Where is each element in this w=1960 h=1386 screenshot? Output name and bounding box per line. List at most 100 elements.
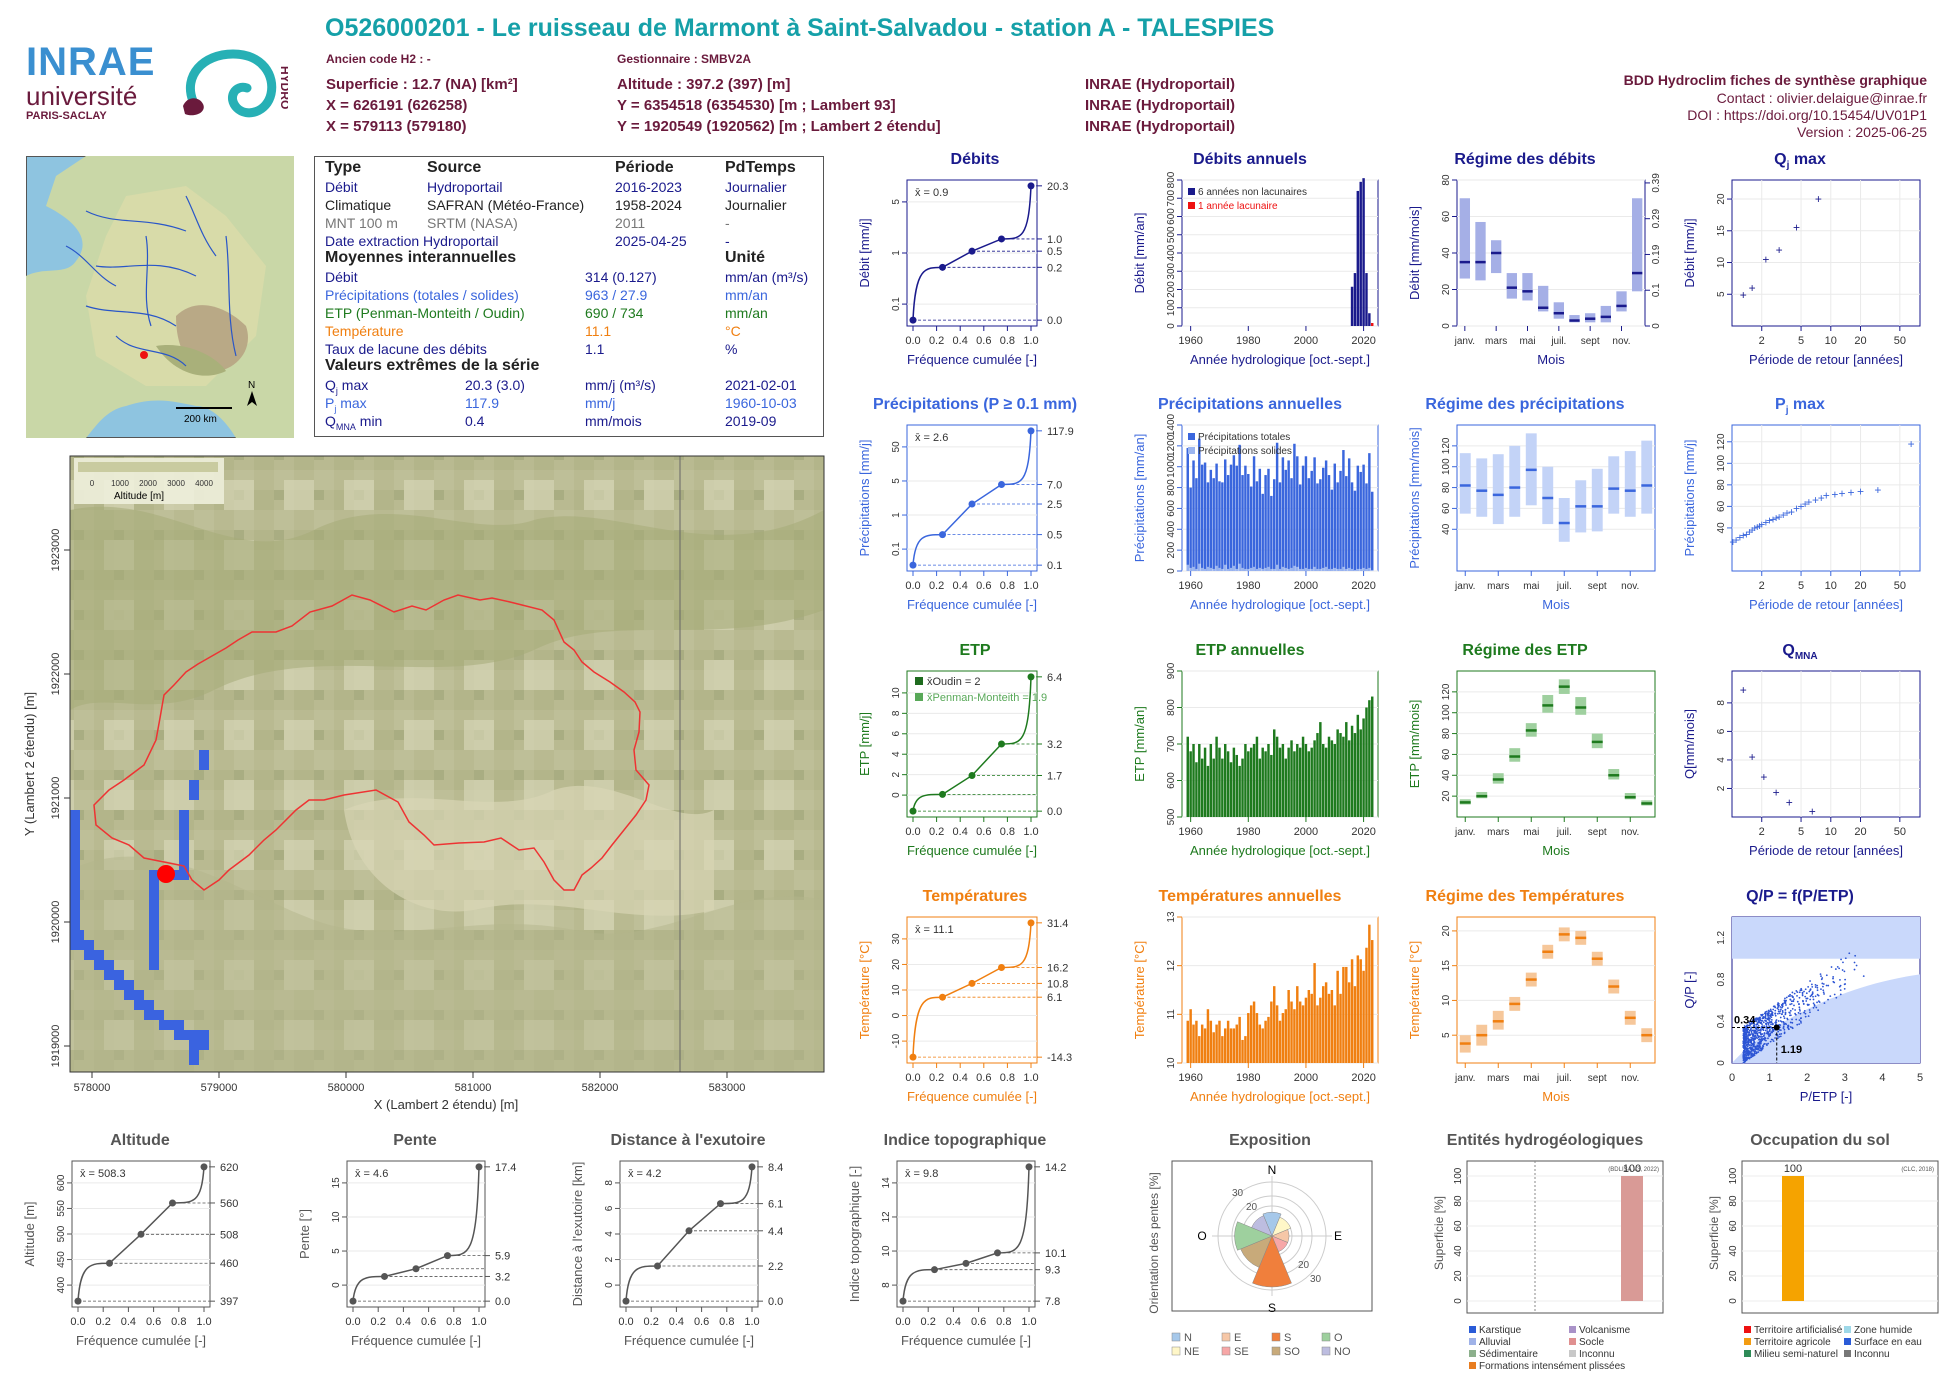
y-tick-label: 80: [1716, 479, 1727, 491]
data-point: [1779, 1008, 1782, 1011]
data-point: [1776, 1037, 1779, 1040]
data-point: [1753, 1020, 1755, 1022]
chart-precip_annuelles: Précipitations annuelles Année hydrologiq…: [1132, 396, 1379, 612]
data-point: [1823, 993, 1825, 995]
table-cell: 2011: [615, 215, 646, 231]
plot-frame: [1731, 179, 1921, 327]
y-tick-label: 200: [1166, 281, 1177, 298]
mean-label: x̄ = 9.8: [905, 1168, 938, 1180]
bar: [1345, 966, 1348, 1063]
data-point: [1791, 1027, 1794, 1030]
bar: [1307, 751, 1311, 817]
bar: [1241, 758, 1244, 817]
bar: [1255, 1013, 1259, 1063]
data-point: [1833, 981, 1836, 984]
chart-temp: Températures Fréquence cumulée [-] Tempéra…: [857, 888, 1072, 1104]
right-tick-label: 0.1: [1651, 283, 1662, 297]
x-tick-label: 0.4: [946, 1316, 961, 1328]
x-axis-label: Période de retour [années]: [1749, 352, 1903, 367]
data-point: [1783, 1017, 1786, 1020]
x-tick-label: 2: [1804, 1072, 1810, 1084]
bar: [1293, 443, 1296, 571]
month-box: [1569, 315, 1580, 323]
data-point: +: [1823, 489, 1830, 503]
x-tick-label: 5: [1798, 580, 1804, 592]
chart-altitude: Altitude Fréquence cumulée [-] Altitude [m…: [22, 1132, 238, 1348]
data-point: +: [1749, 523, 1756, 537]
data-point: [1752, 1038, 1755, 1041]
data-point: [1791, 1018, 1793, 1021]
y-tick-label: 0: [1728, 1298, 1739, 1304]
rose-slice: [1271, 1216, 1292, 1237]
data-point: [1794, 1009, 1797, 1011]
quantile-label: 0.5: [1047, 246, 1062, 258]
x-tick-label: 2020: [1351, 580, 1375, 592]
data-point: [1766, 1018, 1769, 1021]
data-point: [1790, 1002, 1793, 1005]
x-tick-label: 10: [1825, 335, 1837, 347]
x-axis-label: Mois: [1542, 597, 1570, 612]
y-tick-label: 15: [1441, 960, 1452, 972]
chart-pj_max: Pj max Période de retour [années] Précipit…: [1682, 396, 1921, 612]
y-axis-label: Température [°C]: [1407, 941, 1422, 1039]
month-box: [1509, 748, 1521, 762]
moy-title: Moyennes interannuelles: [325, 249, 517, 266]
bar: [1249, 486, 1253, 571]
bar: [1362, 464, 1365, 571]
y-tick-label: 400: [1166, 521, 1177, 538]
contact: Contact : olivier.delaigue@inrae.fr: [1716, 90, 1927, 106]
data-point: [1748, 1038, 1751, 1041]
x-tick-label: 0.6: [421, 1316, 436, 1328]
data-point: [1750, 1039, 1753, 1041]
right-tick-label: 0.29: [1651, 209, 1662, 229]
data-point: [1794, 1013, 1797, 1016]
y-tick-label: 8: [891, 710, 902, 716]
moy-cell: Température: [325, 323, 404, 339]
y-tick-label: 0: [1453, 1298, 1464, 1304]
y-tick-label: 2: [1716, 785, 1727, 791]
bar: [1273, 729, 1276, 817]
x-tick-label: mars: [1487, 581, 1509, 592]
chart-etp_annuelles: ETP annuelles Année hydrologique [oct.-se…: [1132, 642, 1379, 858]
data-point: [1789, 998, 1792, 1001]
data-point: [1753, 1042, 1755, 1044]
bar-snow: [1275, 564, 1279, 571]
chart-title: ETP: [959, 642, 990, 659]
y-tick-label: 40: [1441, 769, 1452, 781]
bar: [1356, 190, 1360, 326]
y-tick-label: 10: [891, 687, 902, 699]
legend-label: E: [1234, 1332, 1241, 1344]
data-point: [1779, 1035, 1782, 1038]
data-point: [1751, 1055, 1754, 1058]
y-tick-label: 800: [1166, 479, 1177, 496]
doi: DOI : https://doi.org/10.15454/UV01P1: [1687, 107, 1927, 123]
data-point: +: [1874, 483, 1881, 497]
data-point: [1798, 1023, 1801, 1026]
x-tick-label: 0.6: [976, 335, 991, 347]
bar-snow: [1218, 567, 1221, 571]
x-axis-label: Mois: [1542, 843, 1570, 858]
ext-label: Pj max: [325, 395, 367, 414]
mean-label: x̄ = 4.6: [355, 1168, 388, 1180]
bar: [1330, 990, 1334, 1063]
x-tick-label: 0.6: [971, 1316, 986, 1328]
data-point: +: [1857, 484, 1864, 498]
bar: [1281, 1013, 1285, 1063]
month-box: [1631, 198, 1643, 292]
axis-tick-label: 582000: [582, 1082, 619, 1094]
data-point: [1811, 985, 1814, 988]
data-point: [1745, 1031, 1748, 1034]
bar: [1359, 729, 1362, 817]
quantile-label: 9.3: [1045, 1265, 1060, 1277]
plot-frame: [1456, 670, 1656, 818]
x-tick-label: 20: [1854, 580, 1866, 592]
bar: [1333, 744, 1336, 817]
legend-label: N: [1184, 1332, 1192, 1344]
bar: [1339, 470, 1342, 571]
data-point: +: [1749, 750, 1756, 764]
ext-cell: mm/j (m³/s): [585, 377, 656, 393]
y-tick-label: 400: [1166, 244, 1177, 261]
ring-label: 20: [1246, 1202, 1258, 1213]
bar-label: 100: [1784, 1163, 1802, 1175]
data-point: [1809, 995, 1812, 998]
